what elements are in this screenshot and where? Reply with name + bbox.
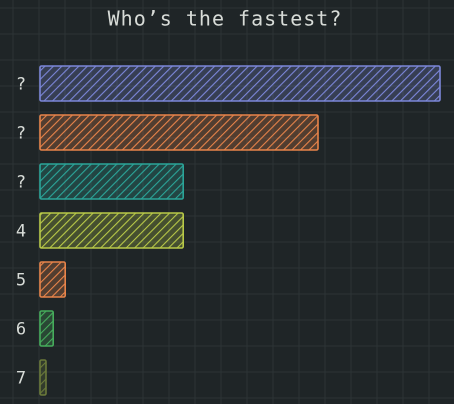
- chart-title: Who’s the fastest?: [108, 7, 343, 31]
- y-tick-label: 7: [16, 369, 26, 389]
- y-tick-label: ?: [16, 75, 26, 95]
- bar: [39, 65, 441, 102]
- bar: [39, 212, 184, 249]
- bar: [39, 163, 184, 200]
- bar: [39, 261, 67, 298]
- bar: [39, 310, 54, 347]
- y-tick-label: ?: [16, 173, 26, 193]
- bar: [39, 359, 47, 396]
- y-tick-label: 5: [16, 271, 26, 291]
- y-tick-label: 6: [16, 320, 26, 340]
- y-tick-label: ?: [16, 124, 26, 144]
- y-tick-label: 4: [16, 222, 26, 242]
- bar: [39, 114, 319, 151]
